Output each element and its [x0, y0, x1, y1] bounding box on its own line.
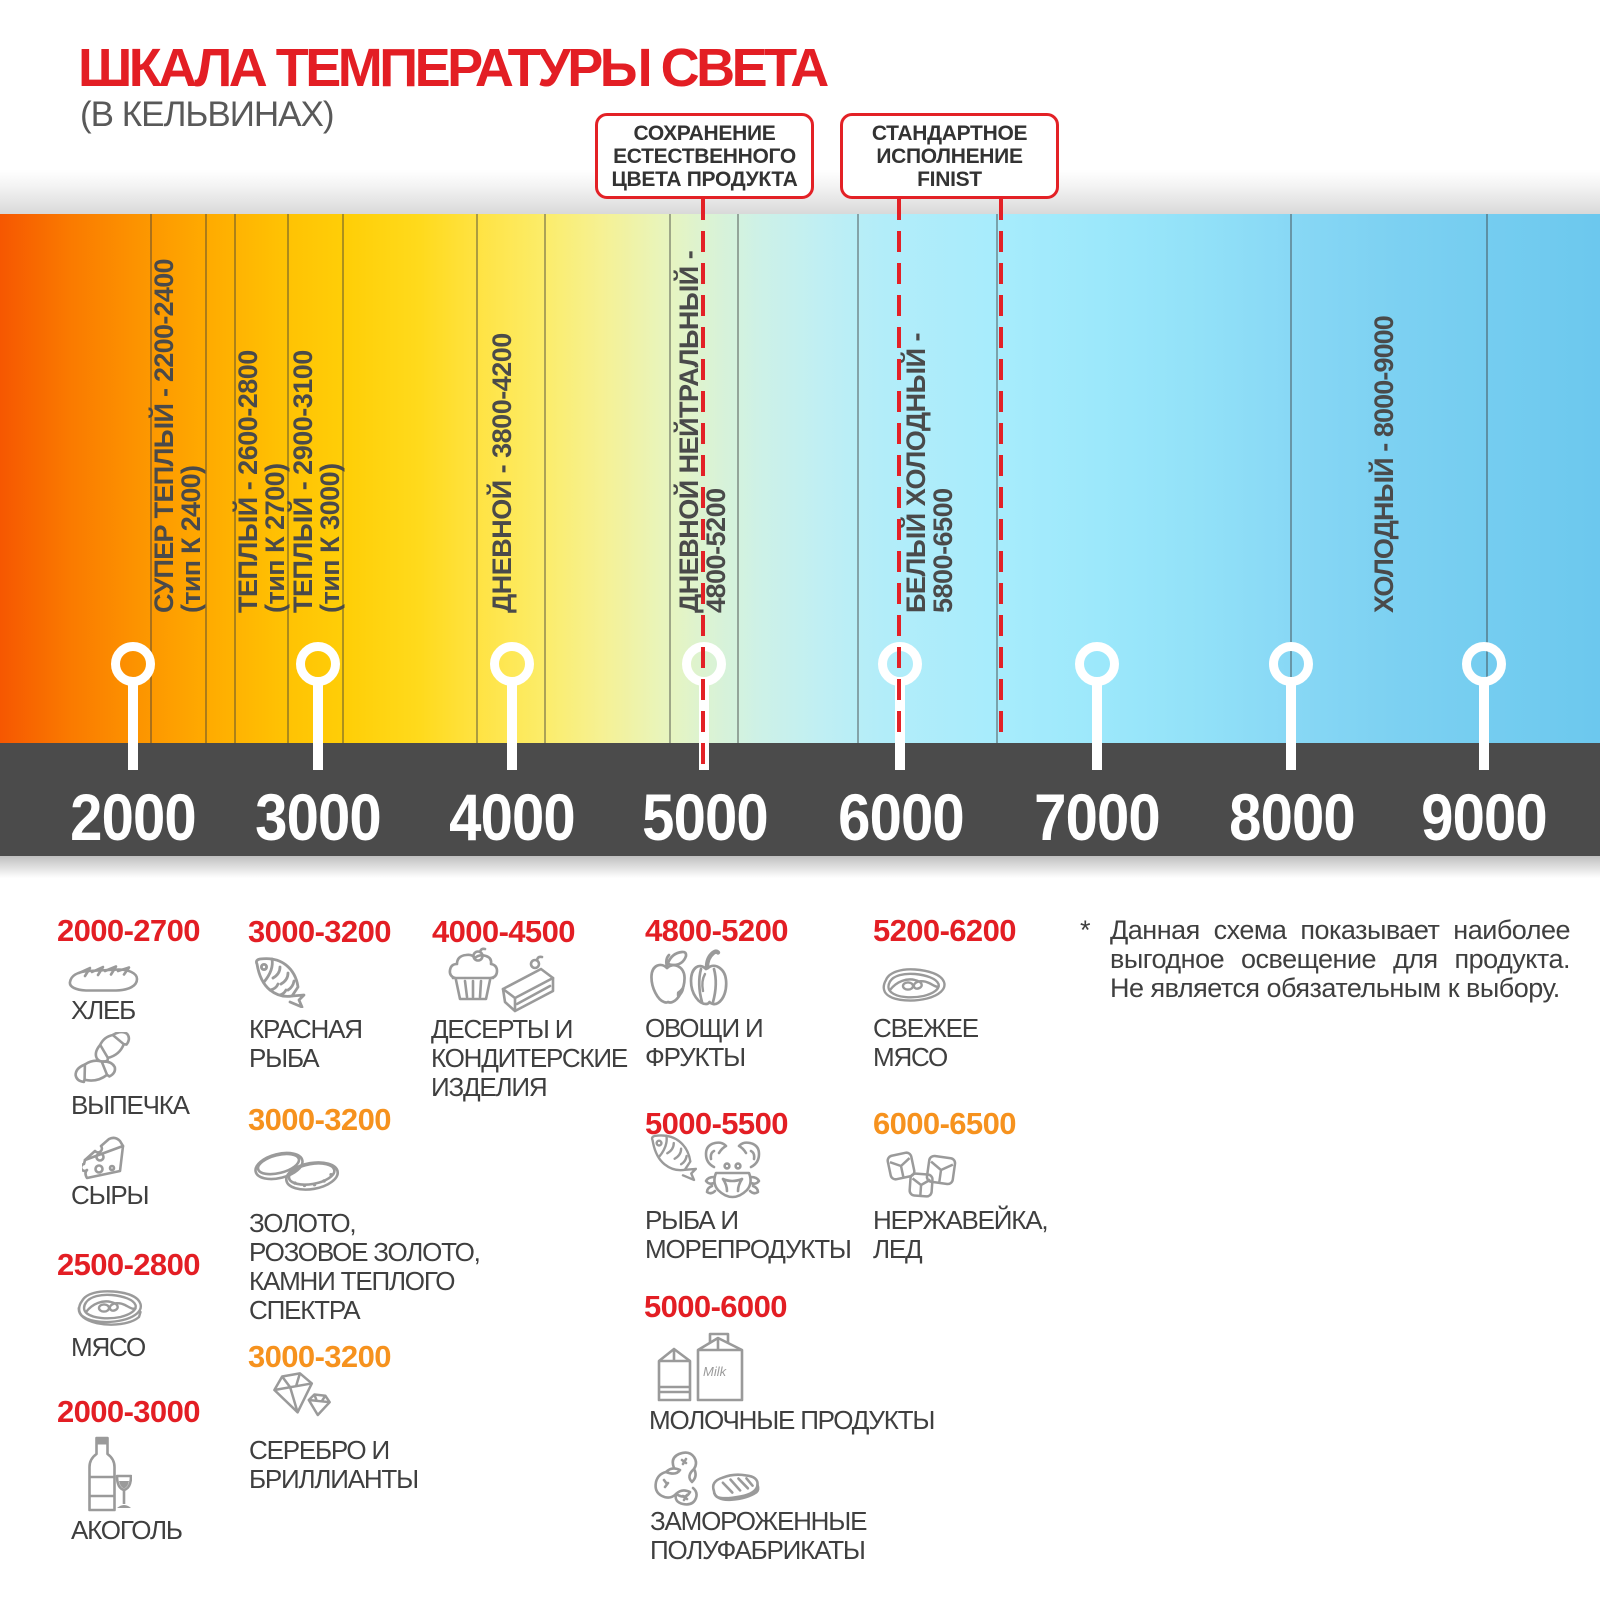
svg-text:Milk: Milk [703, 1364, 728, 1379]
